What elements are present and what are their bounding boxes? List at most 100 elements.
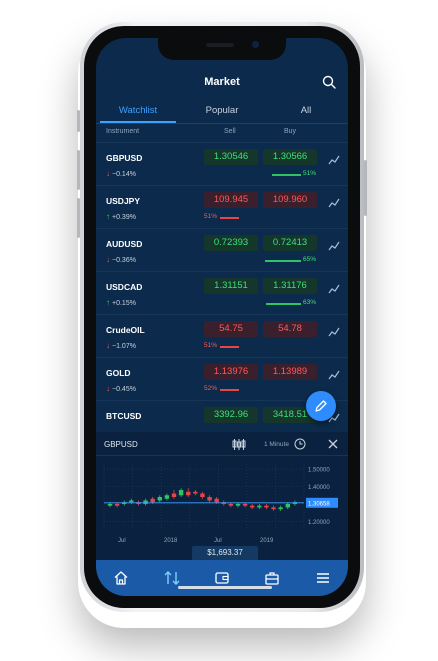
- candle-body: [108, 504, 112, 506]
- app-screen: Market Watchlist Popular All Instrument …: [96, 38, 348, 596]
- instrument-change: ↓ −0.45%: [106, 384, 136, 393]
- nav-market[interactable]: [146, 560, 196, 596]
- candle-body: [200, 494, 204, 497]
- instrument-symbol: AUDUSD: [106, 239, 142, 249]
- arrow-up-icon: ↑: [106, 212, 110, 221]
- power-button: [364, 160, 367, 216]
- trend-chart-icon[interactable]: [328, 327, 340, 337]
- sentiment-percent: 51%: [303, 170, 316, 177]
- candle-body: [165, 495, 169, 498]
- sentiment-bar: [220, 217, 239, 219]
- y-axis-label: 1.20000: [308, 520, 330, 526]
- change-value: +0.15%: [112, 300, 136, 307]
- instrument-change: ↑ +0.15%: [106, 298, 136, 307]
- balance-bar: $1,693.37: [96, 546, 348, 560]
- sell-price-button[interactable]: 1.30546: [204, 149, 258, 165]
- instrument-row[interactable]: USDCAD ↑ +0.15% 1.31151 1.31176 63%: [96, 271, 348, 314]
- candle-body: [179, 490, 183, 495]
- y-axis-label: 1.30658: [308, 501, 330, 507]
- sell-price-button[interactable]: 0.72393: [204, 235, 258, 251]
- sentiment-bar: [272, 174, 301, 176]
- search-icon[interactable]: [322, 75, 336, 89]
- instrument-symbol: USDCAD: [106, 282, 142, 292]
- nav-menu[interactable]: [298, 560, 348, 596]
- buy-price-button[interactable]: 54.78: [263, 321, 317, 337]
- instrument-row[interactable]: GBPUSD ↓ −0.14% 1.30546 1.30566 51%: [96, 142, 348, 185]
- buy-price-button[interactable]: 1.13989: [263, 364, 317, 380]
- instrument-change: ↓ −1.07%: [106, 341, 136, 350]
- sentiment-bar: [220, 346, 239, 348]
- arrow-up-icon: ↑: [106, 298, 110, 307]
- sentiment-bar: [265, 260, 301, 262]
- trend-chart-icon[interactable]: [328, 284, 340, 294]
- sell-price-button[interactable]: 1.13976: [204, 364, 258, 380]
- tab-popular[interactable]: Popular: [180, 101, 264, 123]
- instrument-change: ↑ +0.39%: [106, 212, 136, 221]
- chart-panel: GBPUSD 1 Minute: [96, 432, 348, 546]
- candlestick-chart[interactable]: 1.50000 1.40000 1.30658 1.20000 Jul 2018 Jul 20…: [96, 456, 348, 546]
- instrument-symbol: GBPUSD: [106, 153, 142, 163]
- menu-icon: [315, 570, 331, 586]
- trend-chart-icon[interactable]: [328, 370, 340, 380]
- buy-price-button[interactable]: 1.30566: [263, 149, 317, 165]
- trend-chart-icon[interactable]: [328, 241, 340, 251]
- change-value: −0.14%: [112, 171, 136, 178]
- arrow-down-icon: ↓: [106, 384, 110, 393]
- close-icon[interactable]: [328, 439, 338, 449]
- trend-chart-icon[interactable]: [328, 198, 340, 208]
- tab-all[interactable]: All: [264, 101, 348, 123]
- wallet-icon: [214, 570, 230, 586]
- arrow-down-icon: ↓: [106, 255, 110, 264]
- trend-chart-icon[interactable]: [328, 155, 340, 165]
- candle-body: [207, 497, 211, 500]
- instrument-row[interactable]: USDJPY ↑ +0.39% 109.945 109.960 51%: [96, 185, 348, 228]
- sentiment-bar: [220, 389, 239, 391]
- home-indicator: [178, 586, 272, 589]
- candle-body: [257, 506, 261, 508]
- instrument-symbol: BTCUSD: [106, 411, 141, 421]
- chart-symbol: GBPUSD: [104, 440, 138, 449]
- sell-price-button[interactable]: 54.75: [204, 321, 258, 337]
- candle-body: [243, 504, 247, 506]
- account-balance: $1,693.37: [192, 546, 258, 560]
- phone-bezel: Market Watchlist Popular All Instrument …: [84, 26, 360, 608]
- y-axis-label: 1.50000: [308, 468, 330, 474]
- candlestick-chart-icon[interactable]: [232, 439, 246, 450]
- candle-body: [158, 497, 162, 500]
- nav-home[interactable]: [96, 560, 146, 596]
- sell-price-button[interactable]: 1.31151: [204, 278, 258, 294]
- sell-price-button[interactable]: 109.945: [204, 192, 258, 208]
- sentiment-percent: 52%: [204, 385, 217, 392]
- clock-icon[interactable]: [294, 438, 306, 450]
- instrument-row[interactable]: CrudeOIL ↓ −1.07% 54.75 54.78 51%: [96, 314, 348, 357]
- speaker-grille: [206, 43, 234, 47]
- phone-frame: Market Watchlist Popular All Instrument …: [80, 22, 364, 612]
- chart-header: GBPUSD 1 Minute: [96, 432, 348, 456]
- tab-watchlist[interactable]: Watchlist: [96, 101, 180, 123]
- buy-price-button[interactable]: 1.31176: [263, 278, 317, 294]
- instrument-symbol: CrudeOIL: [106, 325, 145, 335]
- front-camera: [252, 41, 259, 48]
- instrument-symbol: GOLD: [106, 368, 131, 378]
- sell-price-button[interactable]: 3392.96: [204, 407, 258, 423]
- buy-price-button[interactable]: 0.72413: [263, 235, 317, 251]
- candle-body: [214, 499, 218, 502]
- chart-interval[interactable]: 1 Minute: [264, 441, 289, 448]
- buy-price-button[interactable]: 109.960: [263, 192, 317, 208]
- sentiment-percent: 63%: [303, 299, 316, 306]
- market-tabs: Watchlist Popular All: [96, 101, 348, 123]
- column-header-buy: Buy: [284, 128, 296, 135]
- instrument-row[interactable]: GOLD ↓ −0.45% 1.13976 1.13989 52%: [96, 357, 348, 400]
- sentiment-percent: 51%: [204, 342, 217, 349]
- change-value: −0.45%: [112, 386, 136, 393]
- column-header-sell: Sell: [224, 128, 236, 135]
- instrument-row[interactable]: AUDUSD ↓ −0.36% 0.72393 0.72413 65%: [96, 228, 348, 271]
- x-axis-label: 2019: [260, 538, 274, 544]
- nav-portfolio[interactable]: [247, 560, 297, 596]
- sentiment-percent: 65%: [303, 256, 316, 263]
- candle-body: [286, 504, 290, 507]
- nav-wallet[interactable]: [197, 560, 247, 596]
- candle-body: [186, 492, 190, 495]
- edit-watchlist-button[interactable]: [306, 391, 336, 421]
